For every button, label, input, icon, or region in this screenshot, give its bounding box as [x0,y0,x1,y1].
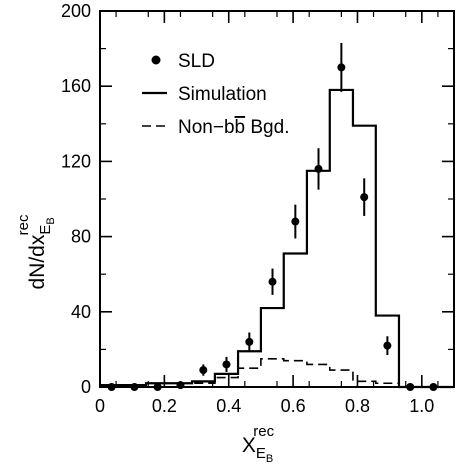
legend: SLD Simulation Non−bb Bgd. [142,51,289,138]
plot-border [99,10,455,388]
y-tick-label: 120 [61,151,91,171]
sld-point [314,164,323,173]
sld-point [107,383,116,391]
sld-point [222,360,231,369]
background-histogram [100,358,454,388]
x-tick-label: 0.6 [281,396,306,416]
sld-point [130,383,139,391]
sld-point [176,381,185,390]
axis-ticks: 0 0.2 0.4 0.6 0.8 1.0 0 40 80 120 160 200 [61,1,454,416]
sld-point [337,63,346,72]
x-tick-label: 0.8 [345,396,370,416]
plot-marks [100,42,454,391]
legend-label-simulation: Simulation [178,84,267,105]
y-tick-label: 80 [71,227,91,247]
sld-point [199,366,208,375]
y-axis-label: dN/dxEBrec [15,214,57,290]
x-tick-label: 1.0 [409,396,434,416]
simulation-histogram [100,88,454,389]
y-tick-label: 160 [61,76,91,96]
sld-point [406,383,415,391]
sld-point [360,193,369,202]
plot-frame [99,10,455,388]
y-tick-label: 0 [81,377,91,397]
sld-point [383,341,392,350]
x-axis-label: XEBrec [242,423,275,465]
sld-point [291,217,300,226]
sld-point [429,383,438,391]
legend-label-sld: SLD [178,51,215,72]
x-tick-label: 0.2 [152,396,177,416]
y-tick-label: 40 [71,302,91,322]
sld-point [245,337,254,346]
y-tick-label: 200 [61,1,91,21]
sld-point [268,277,277,286]
x-tick-label: 0.4 [216,396,241,416]
legend-label-background: Non−bb Bgd. [178,117,289,138]
x-tick-label: 0 [95,396,105,416]
sld-point [153,383,162,391]
legend-marker-sld [151,55,161,65]
